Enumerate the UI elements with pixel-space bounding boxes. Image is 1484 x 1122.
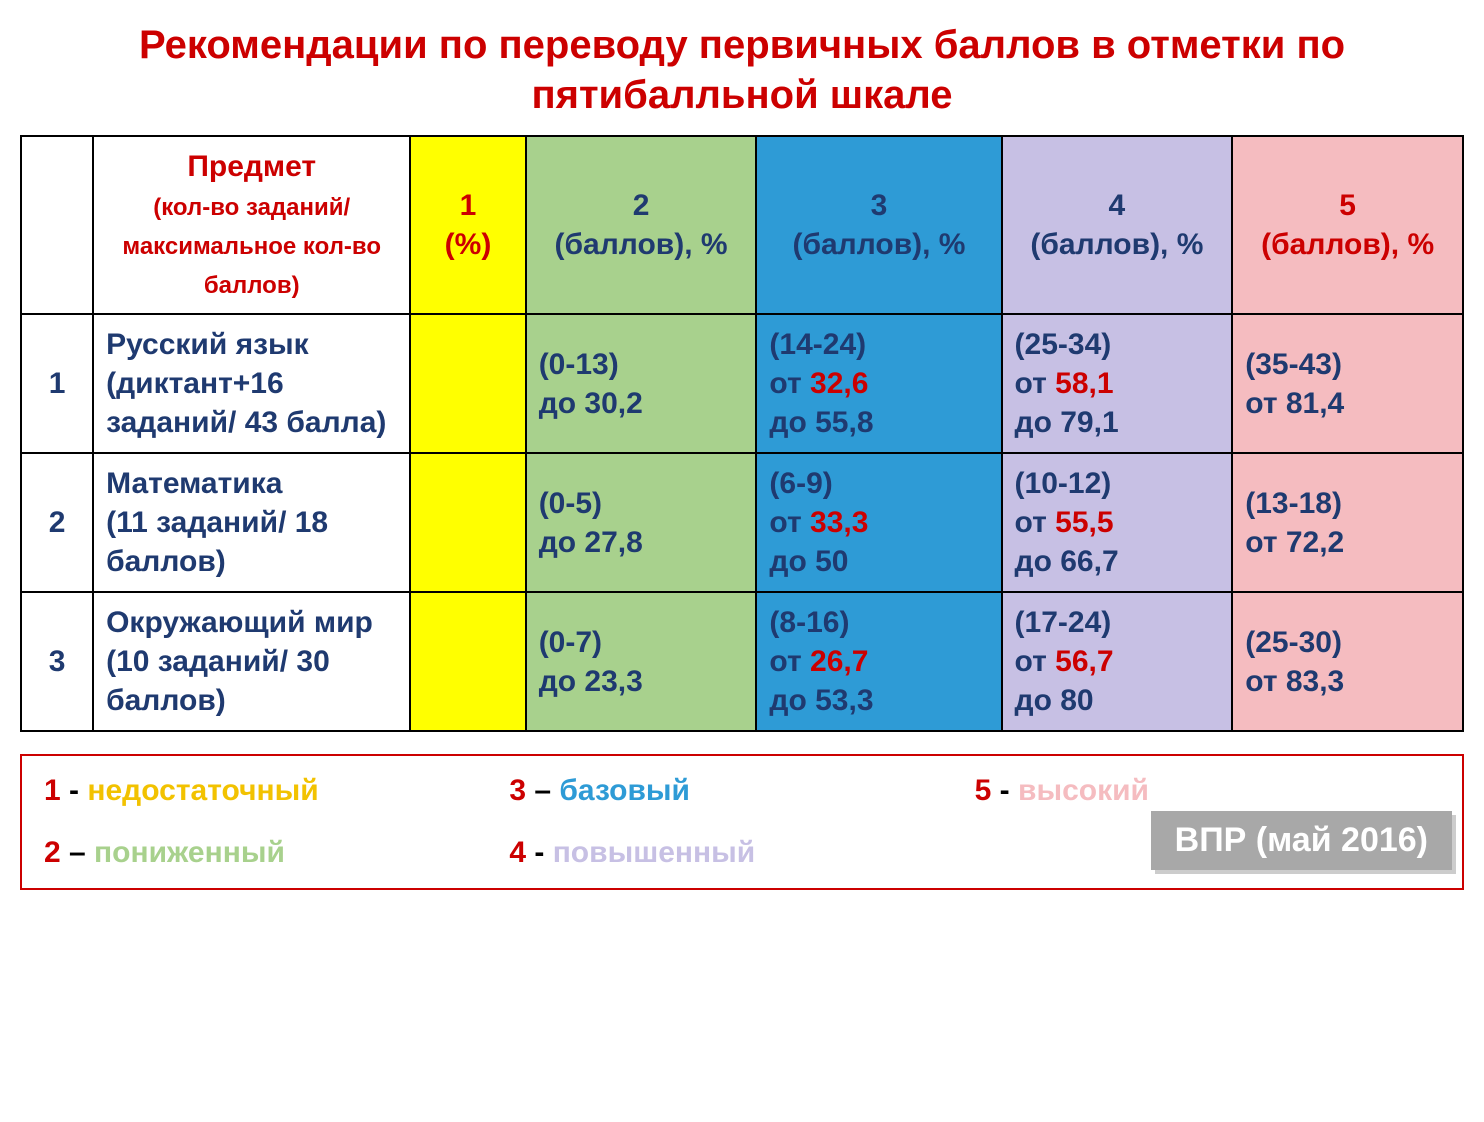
header-subject-main: Предмет xyxy=(187,150,316,183)
cell-grade1 xyxy=(410,453,525,592)
row-num: 3 xyxy=(21,592,93,731)
cell-grade5: (25-30)от 83,3 xyxy=(1232,592,1463,731)
header-col4: 4(баллов), % xyxy=(1002,136,1233,314)
cell-grade2: (0-5)до 27,8 xyxy=(526,453,757,592)
header-subject: Предмет (кол-во заданий/ максимальное ко… xyxy=(93,136,410,314)
header-col5: 5(баллов), % xyxy=(1232,136,1463,314)
header-col3: 3(баллов), % xyxy=(756,136,1001,314)
cell-grade2: (0-13)до 30,2 xyxy=(526,314,757,453)
cell-grade2: (0-7)до 23,3 xyxy=(526,592,757,731)
legend-item-5: 5 - высокий xyxy=(975,774,1440,808)
header-subject-sub: (кол-во заданий/ максимальное кол-во бал… xyxy=(122,194,381,299)
cell-grade1 xyxy=(410,592,525,731)
cell-grade1 xyxy=(410,314,525,453)
cell-grade5: (35-43)от 81,4 xyxy=(1232,314,1463,453)
cell-grade5: (13-18)от 72,2 xyxy=(1232,453,1463,592)
legend-box: 1 - недостаточный 3 – базовый 5 - высоки… xyxy=(20,754,1464,890)
legend-item-3: 3 – базовый xyxy=(509,774,974,808)
legend-item-4: 4 - повышенный xyxy=(509,836,974,870)
cell-grade4: (25-34)от 58,1до 79,1 xyxy=(1002,314,1233,453)
subject-cell: Русский язык(диктант+16 заданий/ 43 балл… xyxy=(93,314,410,453)
cell-grade3: (14-24)от 32,6до 55,8 xyxy=(756,314,1001,453)
row-num: 1 xyxy=(21,314,93,453)
header-row: Предмет (кол-во заданий/ максимальное ко… xyxy=(21,136,1463,314)
header-col1: 1(%) xyxy=(410,136,525,314)
legend-item-2: 2 – пониженный xyxy=(44,836,509,870)
table-row: 2Математика(11 заданий/ 18 баллов) (0-5)д… xyxy=(21,453,1463,592)
table-row: 3Окружающий мир(10 заданий/ 30 баллов) (0… xyxy=(21,592,1463,731)
cell-grade4: (10-12)от 55,5до 66,7 xyxy=(1002,453,1233,592)
source-badge: ВПР (май 2016) xyxy=(1151,811,1452,870)
header-col2: 2(баллов), % xyxy=(526,136,757,314)
subject-cell: Окружающий мир(10 заданий/ 30 баллов) xyxy=(93,592,410,731)
table-row: 1Русский язык(диктант+16 заданий/ 43 бал… xyxy=(21,314,1463,453)
legend-item-1: 1 - недостаточный xyxy=(44,774,509,808)
row-num: 2 xyxy=(21,453,93,592)
cell-grade4: (17-24)от 56,7до 80 xyxy=(1002,592,1233,731)
score-table: Предмет (кол-во заданий/ максимальное ко… xyxy=(20,135,1464,732)
header-blank xyxy=(21,136,93,314)
page-title: Рекомендации по переводу первичных балло… xyxy=(20,20,1464,120)
cell-grade3: (6-9)от 33,3до 50 xyxy=(756,453,1001,592)
cell-grade3: (8-16)от 26,7до 53,3 xyxy=(756,592,1001,731)
subject-cell: Математика(11 заданий/ 18 баллов) xyxy=(93,453,410,592)
